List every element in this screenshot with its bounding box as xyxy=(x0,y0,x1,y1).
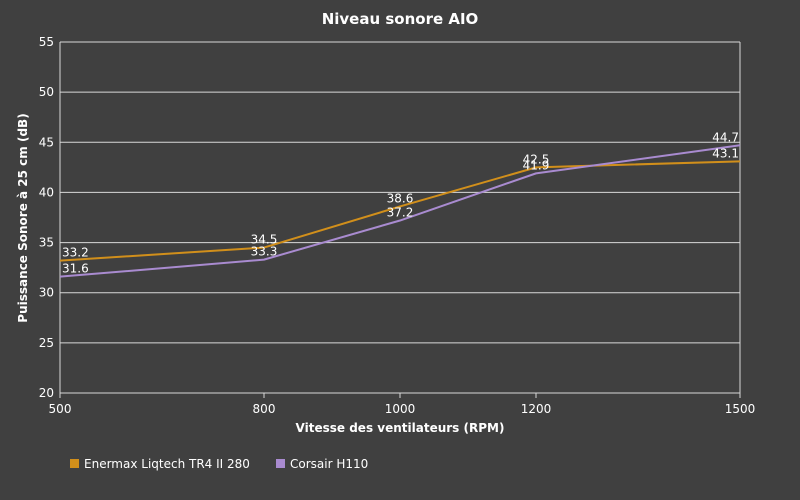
legend-label: Corsair H110 xyxy=(290,457,368,471)
y-tick-label: 25 xyxy=(39,336,54,350)
x-axis-title: Vitesse des ventilateurs (RPM) xyxy=(296,421,505,435)
data-label: 37.2 xyxy=(387,206,414,220)
chart-title: Niveau sonore AIO xyxy=(322,10,479,28)
data-label: 34.5 xyxy=(251,233,278,247)
x-tick-label: 1200 xyxy=(521,402,552,416)
series-lines xyxy=(59,144,741,278)
data-label: 31.6 xyxy=(62,262,89,276)
data-label: 42.5 xyxy=(523,152,550,166)
legend-swatch xyxy=(70,459,79,468)
y-tick-label: 30 xyxy=(39,286,54,300)
y-axis-title: Puissance Sonore à 25 cm (dB) xyxy=(16,113,30,322)
y-tick-label: 35 xyxy=(39,236,54,250)
data-label: 41.9 xyxy=(523,158,550,172)
legend: Enermax Liqtech TR4 II 280 Corsair H110 xyxy=(70,457,368,471)
y-tick-label: 40 xyxy=(39,185,54,199)
data-label: 44.7 xyxy=(712,130,739,144)
y-axis-ticks: 20 25 30 35 40 45 50 55 xyxy=(39,35,54,400)
x-axis-ticks: 500 800 1000 1200 1500 xyxy=(49,393,756,416)
legend-swatch xyxy=(276,459,285,468)
series-line-enermax xyxy=(59,160,741,262)
x-tick-label: 800 xyxy=(253,402,276,416)
data-label: 43.1 xyxy=(712,146,739,160)
legend-label: Enermax Liqtech TR4 II 280 xyxy=(84,457,250,471)
data-label: 38.6 xyxy=(387,191,414,205)
data-label: 33.3 xyxy=(251,245,278,259)
y-tick-label: 45 xyxy=(39,135,54,149)
data-label: 33.2 xyxy=(62,246,89,260)
x-tick-label: 500 xyxy=(49,402,72,416)
x-tick-label: 1500 xyxy=(725,402,756,416)
y-tick-label: 50 xyxy=(39,85,54,99)
series-line-corsair xyxy=(59,144,741,278)
x-tick-label: 1000 xyxy=(385,402,416,416)
gridlines xyxy=(59,41,741,394)
y-tick-label: 55 xyxy=(39,35,54,49)
y-tick-label: 20 xyxy=(39,386,54,400)
data-labels: 33.2 34.5 38.6 42.5 43.1 31.6 33.3 37.2 41.9 44.7 xyxy=(62,130,739,275)
